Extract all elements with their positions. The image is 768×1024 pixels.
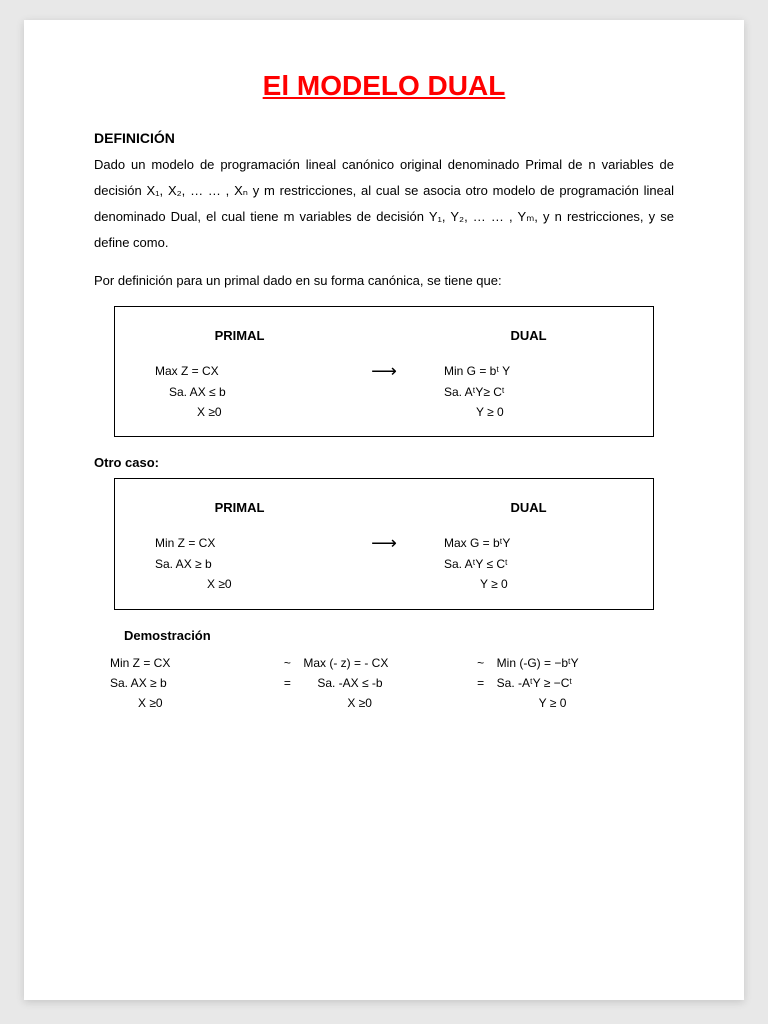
demo3-l3: Y ≥ 0 xyxy=(497,693,658,713)
document-page: El MODELO DUAL DEFINICIÓN Dado un modelo… xyxy=(24,20,744,1000)
definition-paragraph: Dado un modelo de programación lineal ca… xyxy=(94,152,674,256)
dual2-line1: Max G = bᵗY xyxy=(444,533,643,553)
demostracion-row: Min Z = CX Sa. AX ≥ b X ≥0 ~ = Max (- z)… xyxy=(94,653,674,714)
dual-column-1: DUAL Min G = bᵗ Y Sa. AᵗY≥ Cᵗ Y ≥ 0 xyxy=(414,325,643,422)
dual1-line2: Sa. AᵗY≥ Cᵗ xyxy=(444,382,643,402)
primal1-line2: Sa. AX ≤ b xyxy=(155,382,354,402)
demo1-l2: Sa. AX ≥ b xyxy=(110,673,271,693)
demo3-l2: Sa. -AᵗY ≥ −Cᵗ xyxy=(497,673,658,693)
demo3-l1: Min (-G) = −bᵗY xyxy=(497,653,658,673)
primal1-line3: X ≥0 xyxy=(155,402,354,422)
primal2-line1: Min Z = CX xyxy=(155,533,354,553)
dual2-line2: Sa. AᵗY ≤ Cᵗ xyxy=(444,554,643,574)
primal2-line3: X ≥0 xyxy=(155,574,354,594)
primal-column-1: PRIMAL Max Z = CX Sa. AX ≤ b X ≥0 xyxy=(125,325,354,422)
page-title: El MODELO DUAL xyxy=(94,70,674,102)
primal2-line2: Sa. AX ≥ b xyxy=(155,554,354,574)
demo2-l1: Max (- z) = - CX xyxy=(303,653,464,673)
demo2-l2: Sa. -AX ≤ -b xyxy=(303,673,464,693)
dual1-line1: Min G = bᵗ Y xyxy=(444,361,643,381)
dual2-line3: Y ≥ 0 xyxy=(444,574,643,594)
primal-dual-box-1: PRIMAL Max Z = CX Sa. AX ≤ b X ≥0 ⟶ DUAL… xyxy=(114,306,654,437)
demo-col-1: Min Z = CX Sa. AX ≥ b X ≥0 xyxy=(104,653,277,714)
primal-dual-box-2: PRIMAL Min Z = CX Sa. AX ≥ b X ≥0 ⟶ DUAL… xyxy=(114,478,654,609)
demo-sep-1: ~ = xyxy=(277,653,297,694)
arrow-icon: ⟶ xyxy=(354,497,414,554)
primal1-line1: Max Z = CX xyxy=(155,361,354,381)
primal-label-1: PRIMAL xyxy=(125,325,354,347)
arrow-icon: ⟶ xyxy=(354,325,414,382)
dual-column-2: DUAL Max G = bᵗY Sa. AᵗY ≤ Cᵗ Y ≥ 0 xyxy=(414,497,643,594)
dual1-line3: Y ≥ 0 xyxy=(444,402,643,422)
demo-sep-2: ~ = xyxy=(471,653,491,694)
dual-label-2: DUAL xyxy=(414,497,643,519)
demo2-l3: X ≥0 xyxy=(303,693,464,713)
definition-heading: DEFINICIÓN xyxy=(94,130,674,146)
definition-subtext: Por definición para un primal dado en su… xyxy=(94,270,674,292)
primal-label-2: PRIMAL xyxy=(125,497,354,519)
demo1-l3: X ≥0 xyxy=(110,693,271,713)
demo-col-2: Max (- z) = - CX Sa. -AX ≤ -b X ≥0 xyxy=(297,653,470,714)
demostracion-heading: Demostración xyxy=(124,628,674,643)
primal-column-2: PRIMAL Min Z = CX Sa. AX ≥ b X ≥0 xyxy=(125,497,354,594)
demo1-l1: Min Z = CX xyxy=(110,653,271,673)
dual-label-1: DUAL xyxy=(414,325,643,347)
otro-caso-heading: Otro caso: xyxy=(94,455,674,470)
demo-col-3: Min (-G) = −bᵗY Sa. -AᵗY ≥ −Cᵗ Y ≥ 0 xyxy=(491,653,664,714)
